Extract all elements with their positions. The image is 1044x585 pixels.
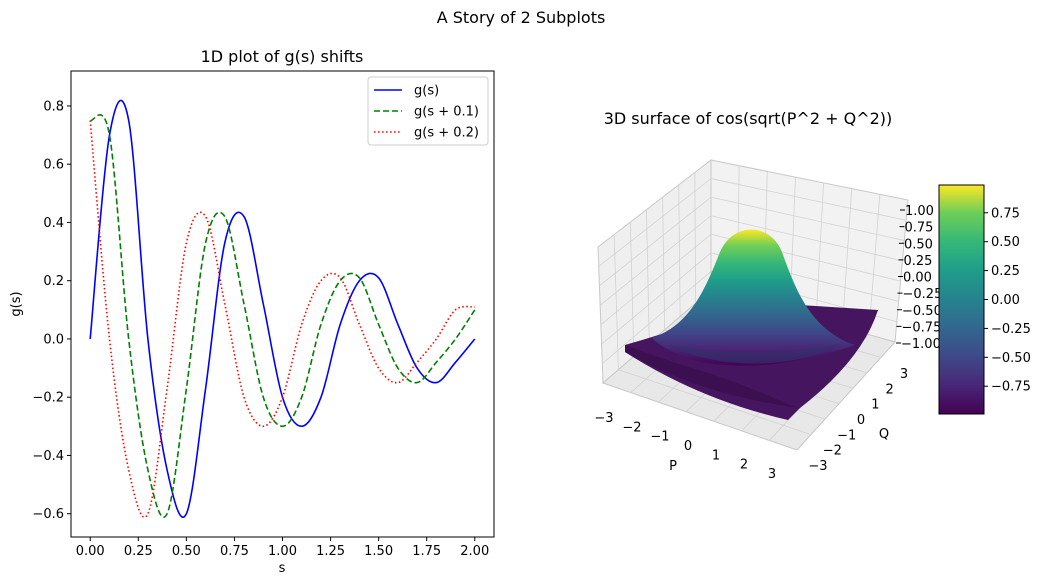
p-tick-label: 3 xyxy=(768,467,776,482)
y-tick-label: −0.4 xyxy=(32,449,64,464)
legend: g(s) g(s + 0.1) g(s + 0.2) xyxy=(367,76,489,146)
colorbar: −0.75 −0.50 −0.25 0.00 0.25 0.50 0.75 xyxy=(938,184,1031,415)
colorbar-tick-label: −0.75 xyxy=(991,380,1031,395)
legend-label-2: g(s + 0.2) xyxy=(414,126,479,141)
q-tick-label: 0 xyxy=(857,413,865,428)
wall-grid-line xyxy=(694,172,696,304)
q-tick-label: −2 xyxy=(823,444,842,459)
wall-grid-line xyxy=(601,252,712,345)
floor-grid-line xyxy=(618,369,812,435)
p-tick-label: 0 xyxy=(684,439,692,454)
legend-label-0: g(s) xyxy=(414,84,439,99)
surface-skirt-left xyxy=(625,345,800,408)
x-tick-label: 0.75 xyxy=(220,544,249,559)
line-chart-xlabel: s xyxy=(279,561,286,576)
colorbar-tick-label: 0.00 xyxy=(991,293,1020,308)
z-tick-label: 0.75 xyxy=(905,221,934,236)
z-tick-label: 0.00 xyxy=(903,271,932,286)
q-tick-label: −1 xyxy=(837,428,856,443)
z-tick-label: 0.25 xyxy=(904,254,933,269)
line-chart: 1D plot of g(s) shifts 0.00 0.25 0.50 0.75 1… xyxy=(9,47,495,576)
z-tick-label: 1.00 xyxy=(905,204,934,219)
z-tick-label: 0.50 xyxy=(904,237,933,252)
y-tick-label: −0.2 xyxy=(32,391,64,406)
q-tick-label: 1 xyxy=(871,398,879,413)
x-tick-label: 0.50 xyxy=(172,544,201,559)
wall-grid-line xyxy=(815,182,824,320)
z-tick-label: −0.50 xyxy=(902,304,942,319)
p-tick-label: −2 xyxy=(622,420,641,435)
wall-grid-line xyxy=(598,178,712,267)
q-tick-label: 2 xyxy=(886,382,894,397)
wall-grid-line xyxy=(602,271,712,364)
p-tick-label: 2 xyxy=(740,458,748,473)
surface-rim xyxy=(665,344,840,364)
colorbar-tick-label: −0.25 xyxy=(991,322,1031,337)
x-tick-label: 0.25 xyxy=(124,544,153,559)
figure-suptitle: A Story of 2 Subplots xyxy=(437,8,606,27)
surface-chart-title: 3D surface of cos(sqrt(P^2 + Q^2)) xyxy=(604,109,893,128)
colorbar-tick-label: −0.50 xyxy=(991,351,1031,366)
wall-grid-line xyxy=(710,215,903,262)
wall-grid-line xyxy=(629,222,635,357)
wall-grid-line xyxy=(646,209,650,344)
p-tick-label: −1 xyxy=(650,430,669,445)
x-tick-label: 1.50 xyxy=(364,544,393,559)
x-tick-label: 2.00 xyxy=(460,544,489,559)
wall-grid-line xyxy=(600,233,712,326)
colorbar-gradient xyxy=(938,184,985,415)
wall-grid-line xyxy=(599,215,712,306)
wall-grid-line xyxy=(678,184,681,317)
p-tick-label: 1 xyxy=(712,448,720,463)
wall-grid-line xyxy=(710,178,907,221)
y-tick-label: 0.4 xyxy=(43,216,64,231)
wall-grid-line xyxy=(599,196,712,287)
wall-grid-line xyxy=(842,188,853,328)
colorbar-tick-label: 0.75 xyxy=(991,206,1020,221)
surface xyxy=(625,229,878,420)
y-tick-label: 0.6 xyxy=(43,158,64,173)
y-tick-label: −0.6 xyxy=(32,507,64,522)
y-tick-label: 0.2 xyxy=(43,274,64,289)
line-chart-title: 1D plot of g(s) shifts xyxy=(201,47,364,66)
x-tick-label: 1.25 xyxy=(316,544,345,559)
surface-peak xyxy=(652,229,855,366)
x-tick-label: 1.75 xyxy=(412,544,441,559)
surface-xlabel: P xyxy=(669,459,677,474)
line-chart-ylabel: g(s) xyxy=(9,291,24,316)
y-tick-label: 0.8 xyxy=(43,99,64,114)
q-tick-label: −3 xyxy=(808,459,827,474)
z-tick-label: −0.25 xyxy=(903,287,943,302)
series-line-2 xyxy=(89,120,475,518)
wall-grid-line xyxy=(662,197,666,330)
legend-box xyxy=(367,76,489,146)
x-tick-label: 1.00 xyxy=(268,544,297,559)
z-tick-label: −1.00 xyxy=(901,337,941,352)
colorbar-tick-label: 0.50 xyxy=(991,235,1020,250)
series-line-0 xyxy=(89,99,476,518)
x-tick-label: 0.00 xyxy=(76,544,105,559)
legend-label-1: g(s + 0.1) xyxy=(414,105,479,120)
colorbar-tick-label: 0.25 xyxy=(991,264,1020,279)
q-tick-label: 3 xyxy=(900,367,908,382)
surface-chart: 3D surface of cos(sqrt(P^2 + Q^2)) −1.00… xyxy=(594,109,1030,482)
y-tick-label: 0.0 xyxy=(43,332,64,347)
z-tick-label: −0.75 xyxy=(902,320,942,335)
wall-grid-line xyxy=(710,196,905,241)
wall-grid-line xyxy=(613,234,619,370)
p-tick-label: −3 xyxy=(594,411,613,426)
surface-ylabel: Q xyxy=(879,427,889,442)
series-line-1 xyxy=(89,114,476,518)
